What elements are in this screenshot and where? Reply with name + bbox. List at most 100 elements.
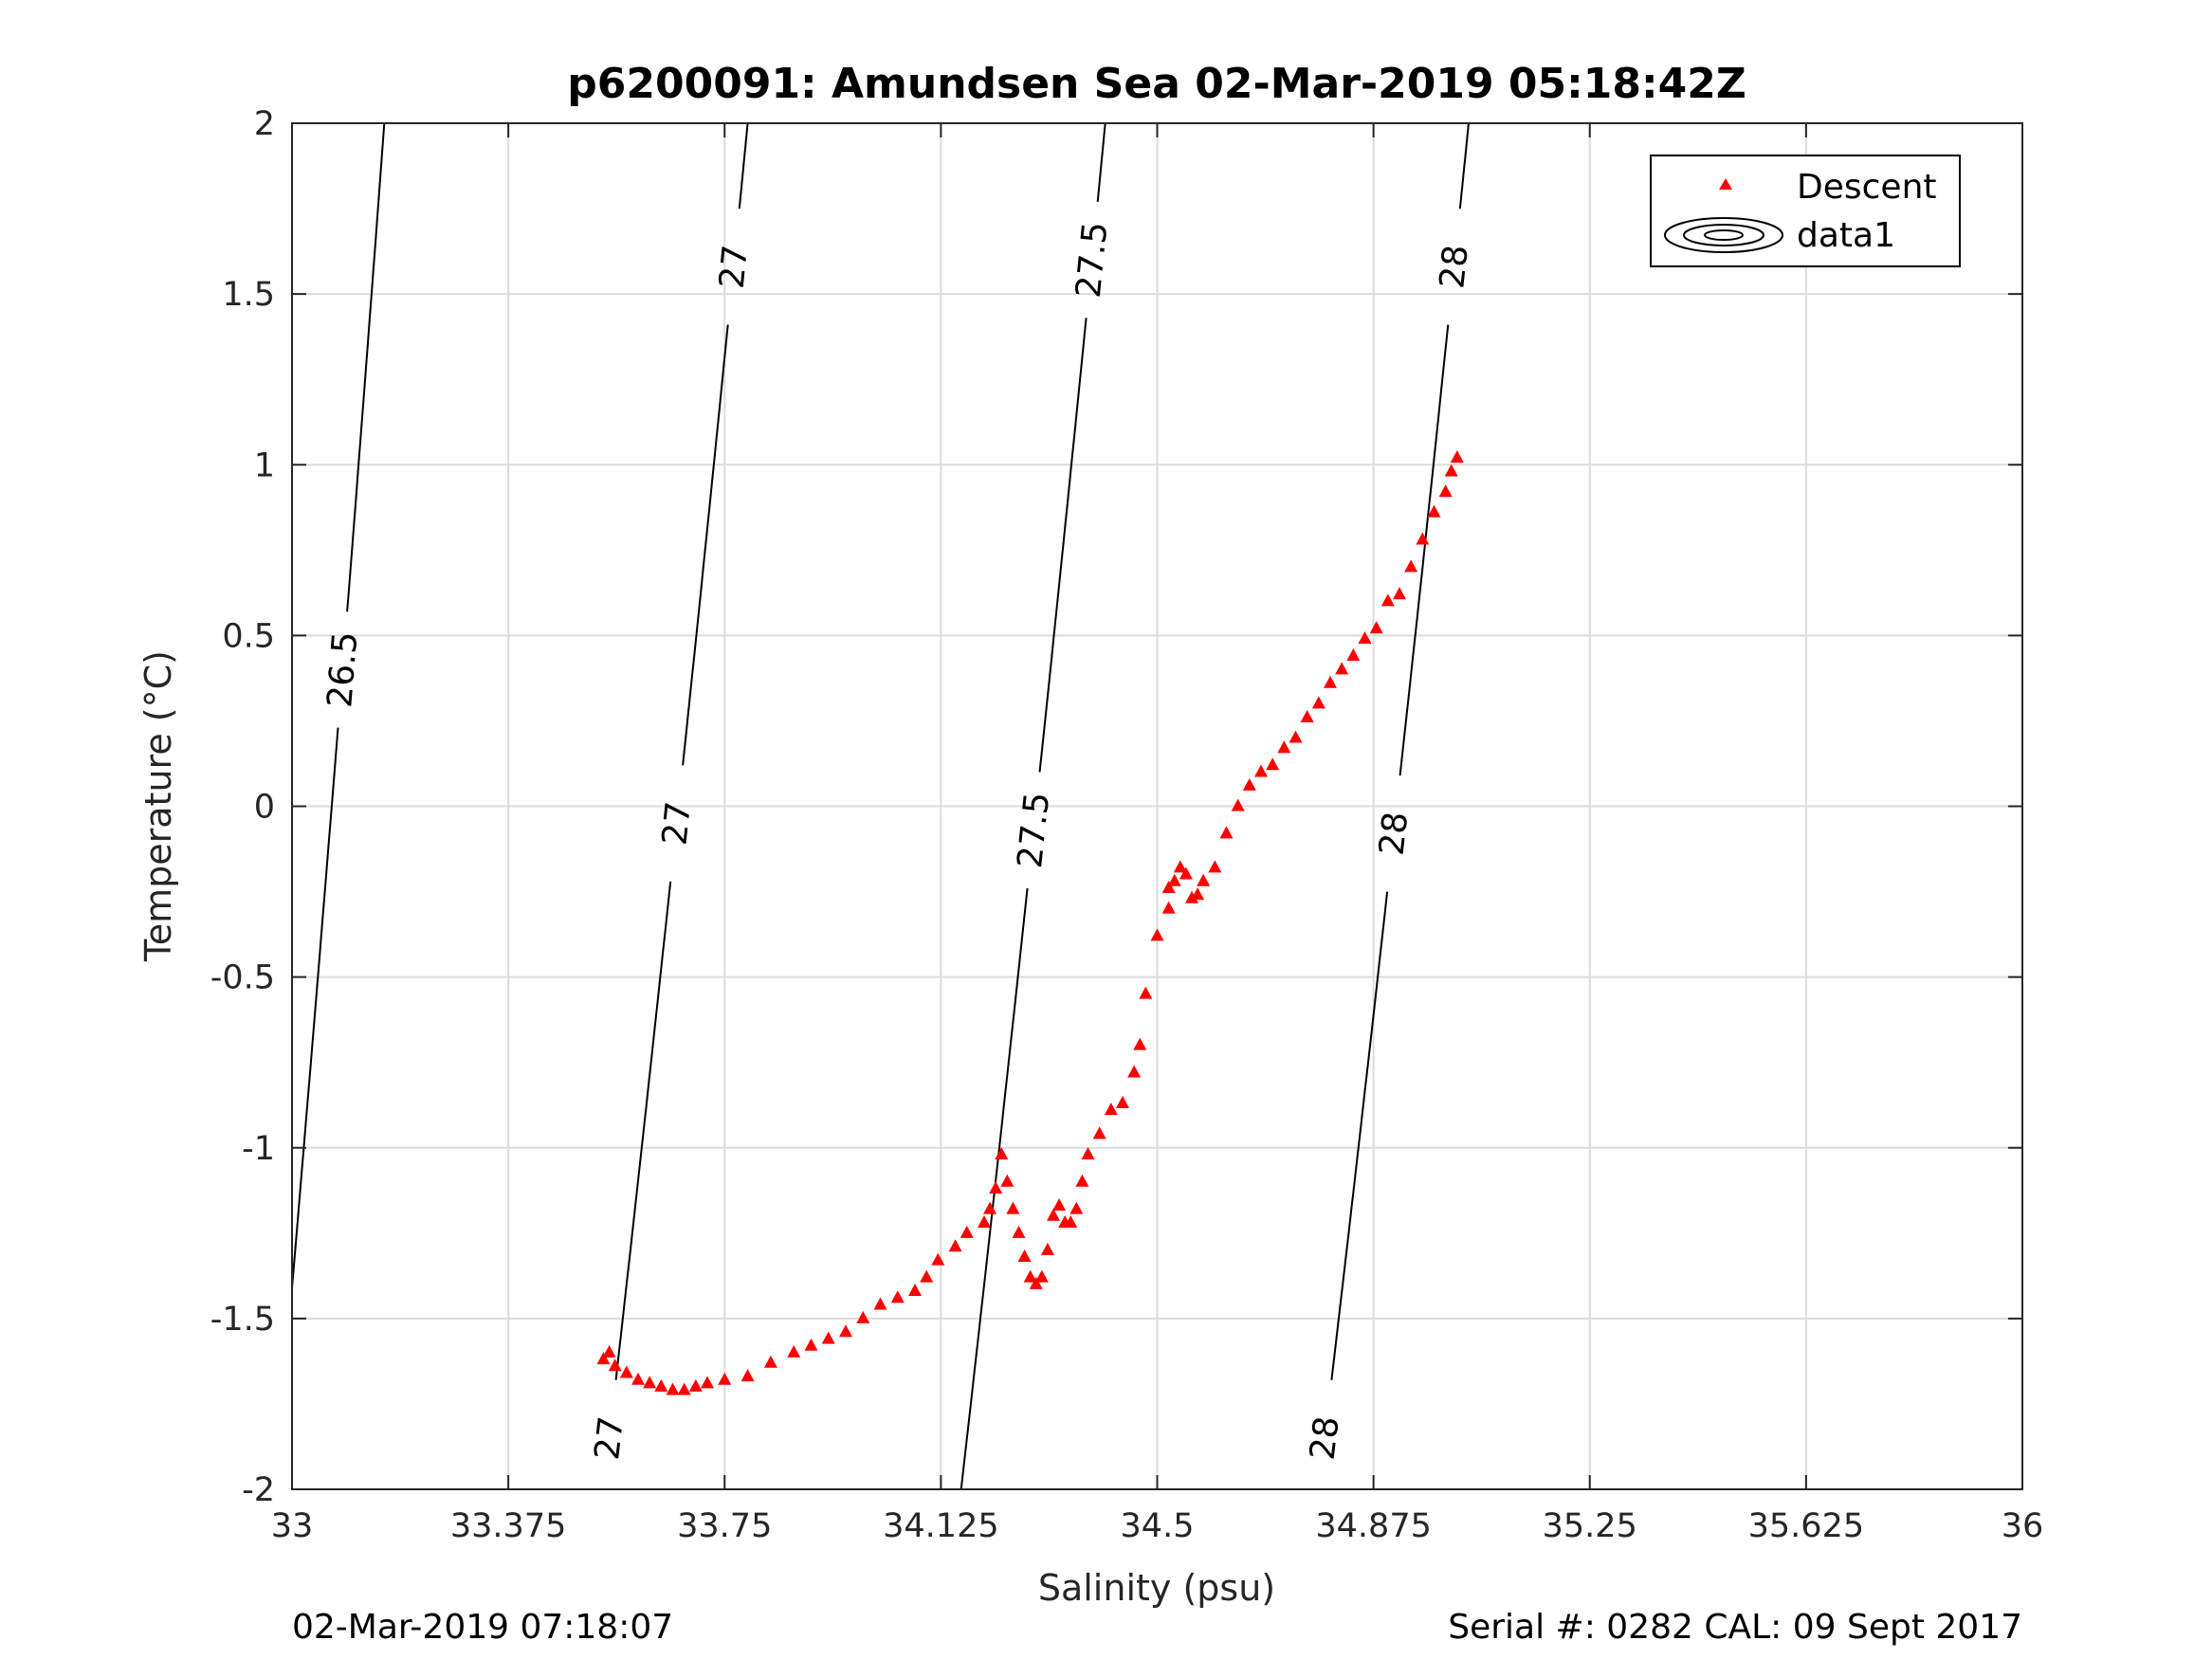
- descent-point: [1300, 709, 1314, 722]
- descent-point: [1139, 986, 1153, 999]
- descent-point: [643, 1376, 657, 1389]
- descent-point: [740, 1369, 755, 1382]
- descent-point: [1346, 647, 1361, 661]
- contour-line: [1398, 324, 1450, 776]
- descent-point: [1254, 764, 1268, 777]
- axis-ticks: [291, 122, 2023, 1490]
- contour-line: [292, 727, 339, 1300]
- descent-point: [821, 1331, 835, 1344]
- descent-point: [995, 1146, 1009, 1159]
- y-tick-label: 2: [254, 105, 275, 143]
- y-tick-label: 0: [254, 789, 275, 827]
- descent-series: [596, 450, 1464, 1395]
- legend-box: [1650, 155, 1961, 267]
- y-tick-label: -1: [242, 1130, 275, 1168]
- y-tick-label: 0.5: [222, 617, 275, 655]
- chart-title: p6200091: Amundsen Sea 02-Mar-2019 05:18…: [567, 60, 1746, 108]
- contour-line: [738, 123, 749, 210]
- descent-point: [1311, 696, 1325, 709]
- legend-label-data1: data1: [1797, 216, 1895, 255]
- descent-point: [856, 1310, 870, 1323]
- descent-point: [1017, 1249, 1032, 1263]
- descent-point: [608, 1358, 622, 1372]
- descent-point: [1075, 1174, 1089, 1187]
- descent-point: [1161, 880, 1176, 893]
- x-tick-label: 33: [271, 1507, 314, 1545]
- legend-label-descent: Descent: [1797, 168, 1937, 207]
- descent-point: [701, 1376, 714, 1389]
- descent-point: [1358, 630, 1372, 644]
- descent-point: [1064, 1215, 1078, 1229]
- descent-point: [1034, 1269, 1049, 1283]
- legend-contour-icon: [1664, 217, 1783, 253]
- contour-label: 27: [655, 800, 699, 848]
- descent-point: [1116, 1095, 1129, 1108]
- descent-point: [596, 1352, 611, 1365]
- descent-point: [763, 1355, 777, 1368]
- contour-line: [1458, 123, 1470, 210]
- contour-label: 27.5: [1011, 791, 1057, 870]
- descent-point: [718, 1372, 732, 1385]
- descent-point: [1185, 890, 1198, 903]
- x-tick-label: 33.375: [450, 1507, 566, 1545]
- contour-label: 28: [1433, 243, 1475, 290]
- x-tick-label: 34.875: [1315, 1507, 1431, 1545]
- footer-serial-cal: Serial #: 0282 CAL: 09 Sept 2017: [1448, 1608, 2022, 1647]
- descent-point: [1133, 1037, 1147, 1050]
- descent-point: [677, 1382, 691, 1395]
- descent-point: [619, 1365, 633, 1378]
- descent-point: [1150, 928, 1164, 941]
- descent-point: [1179, 866, 1193, 880]
- descent-point: [1427, 504, 1441, 518]
- contour-line: [1330, 891, 1389, 1380]
- contour-label: 28: [1304, 1414, 1347, 1462]
- descent-point: [931, 1252, 945, 1266]
- descent-point: [631, 1372, 645, 1385]
- contour-label: 27: [588, 1414, 631, 1462]
- descent-point: [1416, 532, 1430, 545]
- descent-point: [787, 1344, 801, 1358]
- descent-point: [1289, 730, 1303, 743]
- legend-triangle-marker: [1719, 178, 1732, 190]
- descent-point: [920, 1269, 934, 1283]
- contour-labels: 26.5 27 27 27 27.5 27.5 28 28 28: [320, 220, 1476, 1462]
- y-tick-label: 1.5: [222, 276, 275, 314]
- descent-point: [890, 1290, 905, 1304]
- descent-point: [1191, 887, 1205, 901]
- descent-point: [989, 1180, 1003, 1194]
- descent-point: [1052, 1197, 1067, 1211]
- contour-line: [614, 881, 672, 1380]
- descent-point: [1081, 1146, 1095, 1159]
- descent-point: [1242, 777, 1256, 791]
- y-tick-labels: 2 1.5 1 0.5 0 -0.5 -1 -1.5 -2: [210, 105, 275, 1509]
- descent-point: [1161, 901, 1176, 914]
- contour-line: [346, 123, 386, 612]
- descent-point: [873, 1297, 887, 1310]
- descent-point: [1369, 621, 1383, 634]
- x-axis-title: Salinity (psu): [1038, 1567, 1275, 1609]
- descent-point: [1167, 873, 1181, 886]
- descent-point: [1092, 1126, 1106, 1139]
- descent-point: [1012, 1225, 1026, 1238]
- contour-label: 27.5: [1069, 220, 1116, 300]
- y-tick-label: -1.5: [210, 1301, 275, 1339]
- descent-point: [1047, 1208, 1060, 1221]
- descent-point: [1023, 1269, 1037, 1283]
- descent-point: [839, 1324, 852, 1338]
- descent-point: [1404, 559, 1418, 573]
- descent-point: [948, 1239, 962, 1252]
- descent-point: [1197, 873, 1211, 886]
- descent-point: [960, 1225, 974, 1238]
- descent-point: [1040, 1242, 1054, 1255]
- x-tick-labels: 33 33.375 33.75 34.125 34.5 34.875 35.25 35.625…: [271, 1507, 2044, 1545]
- y-tick-label: -2: [242, 1471, 275, 1509]
- descent-point: [1444, 464, 1458, 477]
- x-tick-label: 35.625: [1748, 1507, 1864, 1545]
- descent-point: [908, 1284, 922, 1297]
- descent-point: [1450, 450, 1464, 464]
- contour-label: 26.5: [320, 630, 365, 709]
- descent-point: [1104, 1103, 1118, 1116]
- descent-point: [1266, 757, 1280, 771]
- descent-point: [1438, 484, 1453, 498]
